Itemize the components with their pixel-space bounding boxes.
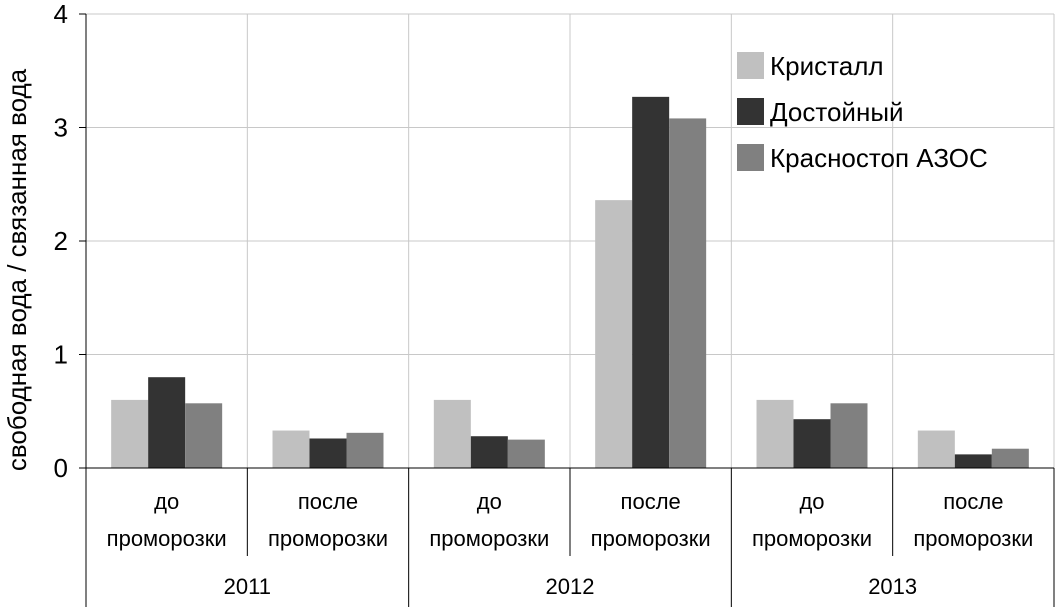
legend-swatch — [737, 52, 764, 79]
x-tick-label: проморозки — [913, 526, 1033, 551]
bar — [756, 399, 794, 468]
x-group-label: 2012 — [546, 574, 595, 599]
bar — [309, 438, 347, 468]
y-tick-label: 4 — [54, 0, 68, 29]
bars — [111, 96, 1029, 469]
gridlines — [86, 13, 1055, 468]
bar — [148, 377, 186, 468]
x-tick-label: проморозки — [752, 526, 872, 551]
x-tick-label: после — [298, 489, 358, 514]
x-tick-label: проморозки — [107, 526, 227, 551]
bar — [632, 96, 670, 468]
bar — [470, 436, 508, 468]
x-tick-label: после — [943, 489, 1003, 514]
x-tick-label: после — [621, 489, 681, 514]
x-category-labels: до проморозки после проморозки до проморозки п… — [107, 489, 1034, 551]
x-tick-label: до — [154, 489, 179, 514]
axes — [79, 13, 1055, 607]
x-tick-label: проморозки — [268, 526, 388, 551]
x-tick-label: до — [477, 489, 502, 514]
legend: Кристалл Достойный Красностоп АЗОС — [737, 51, 988, 173]
y-tick-label: 2 — [54, 226, 68, 256]
bar — [793, 419, 831, 468]
x-tick-label: проморозки — [591, 526, 711, 551]
y-tick-label: 3 — [54, 113, 68, 143]
legend-swatch — [737, 98, 764, 125]
x-group-label: 2013 — [868, 574, 917, 599]
legend-label: Красностоп АЗОС — [770, 143, 988, 173]
x-tick-label: проморозки — [429, 526, 549, 551]
bar — [595, 200, 633, 468]
bar — [272, 430, 310, 468]
legend-swatch — [737, 144, 764, 171]
x-group-labels: 2011 2012 2013 — [224, 574, 917, 599]
y-tick-labels: 0 1 2 3 4 — [54, 0, 68, 483]
bar — [433, 399, 471, 468]
legend-label: Кристалл — [770, 51, 884, 81]
legend-label: Достойный — [770, 97, 904, 127]
x-group-label: 2011 — [224, 574, 271, 599]
x-tick-label: до — [799, 489, 824, 514]
bar — [830, 403, 868, 468]
bar — [954, 454, 992, 468]
bar — [507, 439, 545, 468]
bar — [917, 430, 955, 468]
y-axis-title: свободная вода / связанная вода — [2, 68, 32, 471]
y-tick-label: 0 — [54, 453, 68, 483]
bar — [991, 448, 1029, 468]
bar — [111, 399, 149, 468]
bar — [346, 432, 384, 468]
y-tick-label: 1 — [54, 340, 68, 370]
bar — [669, 118, 707, 469]
bar — [185, 403, 223, 468]
